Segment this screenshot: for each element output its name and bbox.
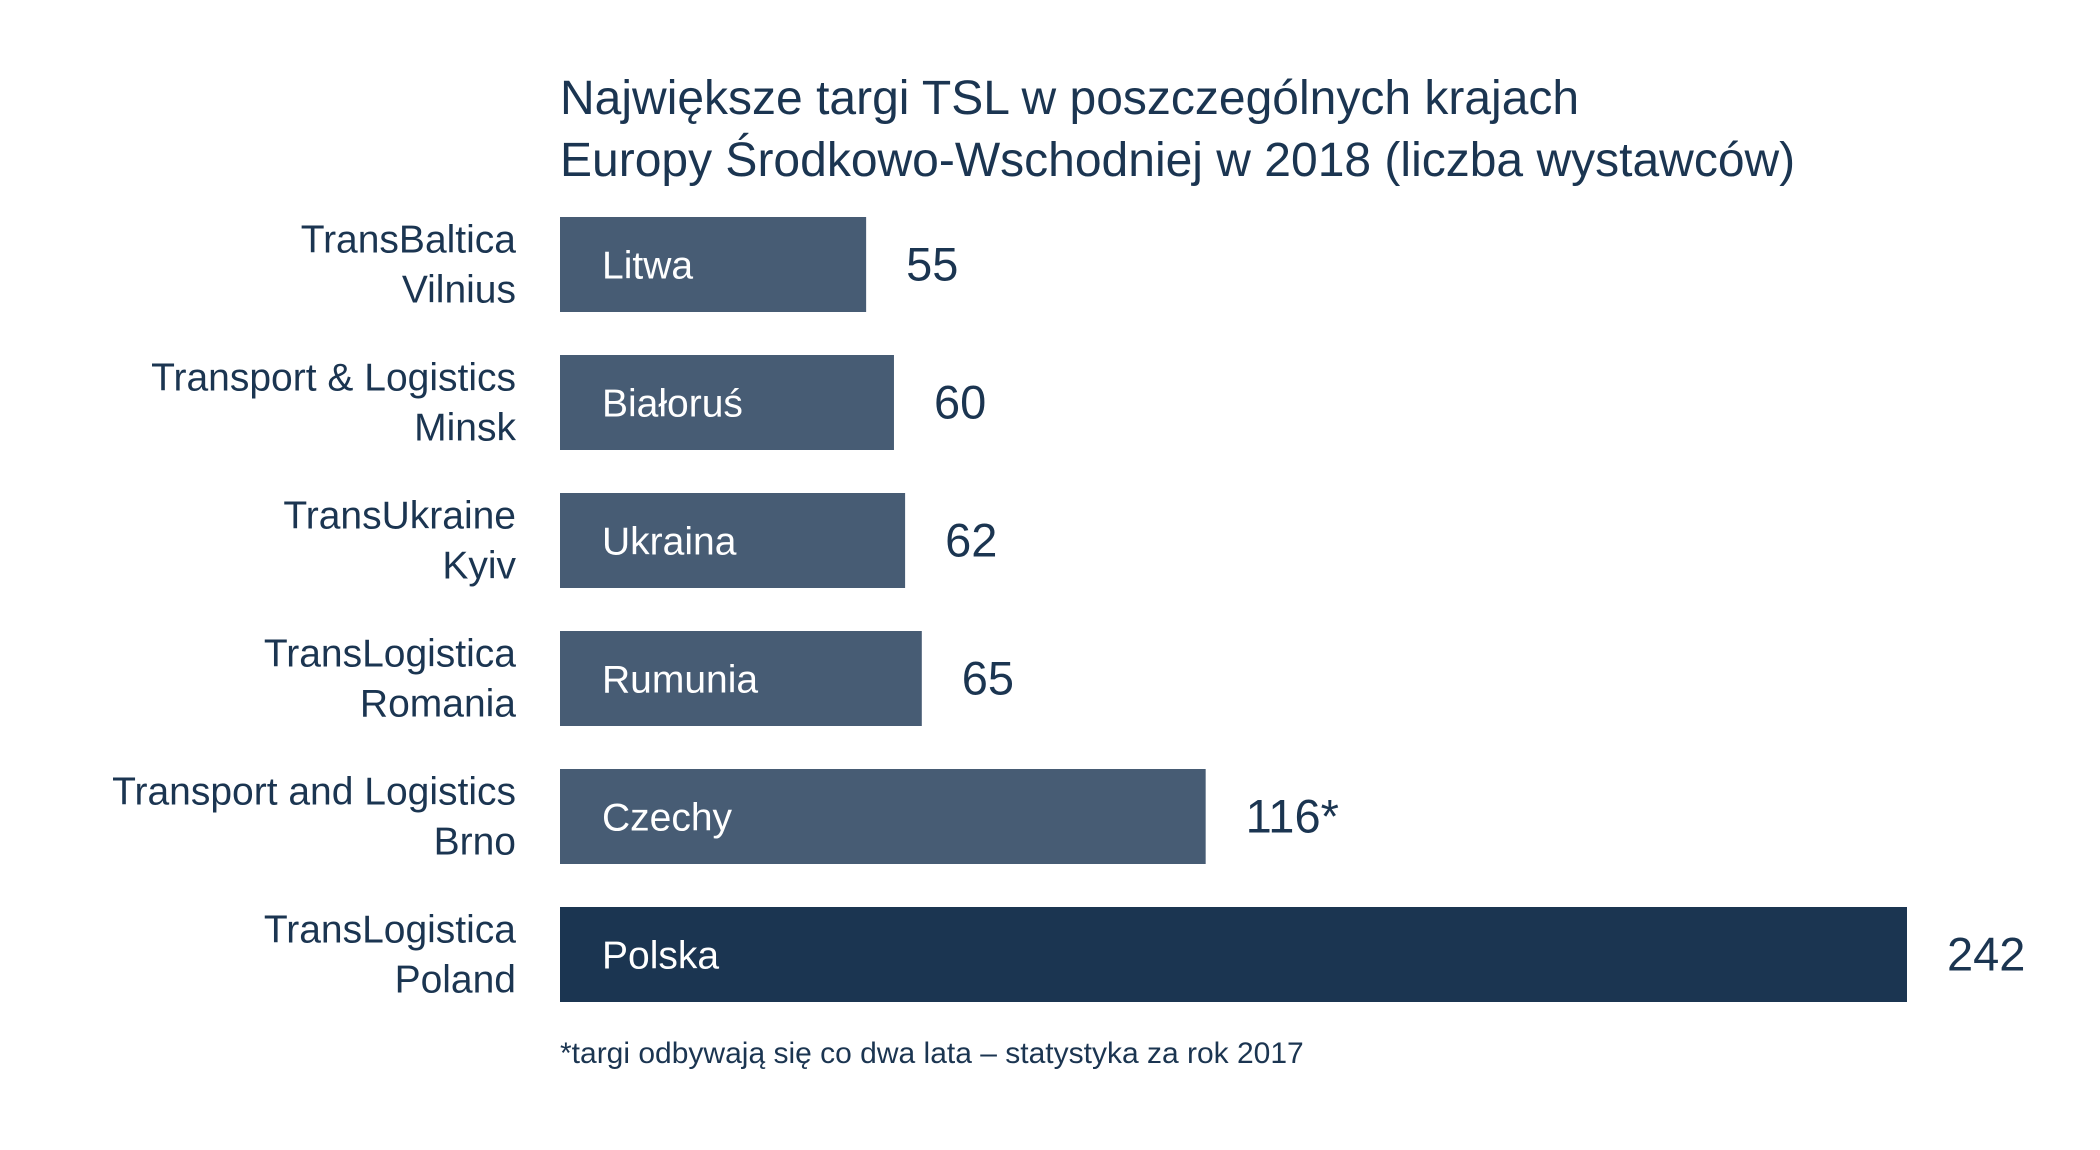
- bar: [560, 907, 1907, 1002]
- category-label-line-1: TransBaltica: [301, 219, 517, 262]
- bars-group: TransBaltica Vilnius Litwa 55 Transport & Lo…: [112, 217, 2025, 1002]
- chart-title-line-2: Europy Środkowo-Wschodniej w 2018 (liczb…: [560, 132, 1795, 187]
- category-label-line-2: Kyiv: [442, 545, 516, 588]
- data-label: 65: [962, 652, 1014, 705]
- data-label: 62: [945, 514, 997, 567]
- bar: [560, 355, 894, 450]
- category-label-line-2: Poland: [395, 959, 516, 1002]
- bar-inner-label: Rumunia: [602, 659, 758, 702]
- category-label-line-2: Vilnius: [402, 269, 516, 312]
- bar-inner-label: Polska: [602, 935, 719, 978]
- category-label-line-1: Transport and Logistics: [112, 771, 516, 814]
- category-label-line-1: TransUkraine: [283, 495, 516, 538]
- bar-row: Transport & Logistics Minsk Białoruś 60: [151, 355, 986, 450]
- bar-inner-label: Litwa: [602, 245, 693, 288]
- bar-inner-label: Ukraina: [602, 521, 737, 564]
- data-label: 242: [1947, 928, 2025, 981]
- bar-row: Transport and Logistics Brno Czechy 116*: [112, 769, 1339, 864]
- data-label: 60: [934, 376, 986, 429]
- category-label-line-1: Transport & Logistics: [151, 357, 516, 400]
- category-label-line-2: Minsk: [414, 407, 516, 450]
- bar: [560, 493, 906, 588]
- data-label: 55: [906, 238, 958, 291]
- bar-row: TransBaltica Vilnius Litwa 55: [301, 217, 958, 312]
- bar: [560, 631, 922, 726]
- category-label-line-1: TransLogistica: [264, 909, 516, 952]
- chart-footnote: *targi odbywają się co dwa lata – statys…: [560, 1037, 1304, 1070]
- chart-title: Największe targi TSL w poszczególnych kr…: [560, 72, 1795, 187]
- bar-inner-label: Białoruś: [602, 383, 743, 426]
- data-label: 116*: [1246, 790, 1339, 843]
- category-label-line-1: TransLogistica: [264, 633, 516, 676]
- bar-row: TransLogistica Poland Polska 242: [264, 907, 2025, 1002]
- category-label-line-2: Brno: [434, 821, 516, 864]
- chart-title-line-1: Największe targi TSL w poszczególnych kr…: [560, 72, 1579, 125]
- bar: [560, 217, 867, 312]
- bar-row: TransLogistica Romania Rumunia 65: [264, 631, 1014, 726]
- bar: [560, 769, 1206, 864]
- category-label-line-2: Romania: [360, 683, 516, 726]
- bar-row: TransUkraine Kyiv Ukraina 62: [283, 493, 997, 588]
- bar-inner-label: Czechy: [602, 797, 733, 840]
